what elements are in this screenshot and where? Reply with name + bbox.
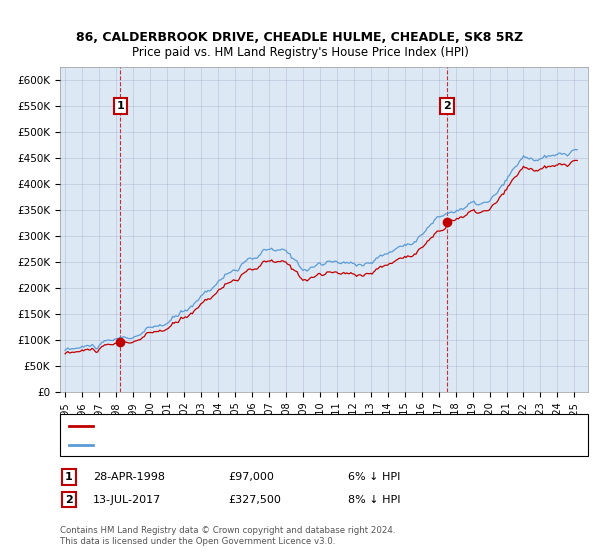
Text: 2: 2 xyxy=(65,494,73,505)
Text: 86, CALDERBROOK DRIVE, CHEADLE HULME, CHEADLE, SK8 5RZ: 86, CALDERBROOK DRIVE, CHEADLE HULME, CH… xyxy=(76,31,524,44)
Text: 1: 1 xyxy=(65,472,73,482)
Text: £327,500: £327,500 xyxy=(228,494,281,505)
Text: Price paid vs. HM Land Registry's House Price Index (HPI): Price paid vs. HM Land Registry's House … xyxy=(131,46,469,59)
Text: Contains HM Land Registry data © Crown copyright and database right 2024.
This d: Contains HM Land Registry data © Crown c… xyxy=(60,526,395,546)
Text: HPI: Average price, detached house, Stockport: HPI: Average price, detached house, Stoc… xyxy=(97,440,325,450)
Text: 1: 1 xyxy=(116,101,124,111)
Text: 2: 2 xyxy=(443,101,451,111)
Text: £97,000: £97,000 xyxy=(228,472,274,482)
Text: 13-JUL-2017: 13-JUL-2017 xyxy=(93,494,161,505)
Text: 28-APR-1998: 28-APR-1998 xyxy=(93,472,165,482)
Text: 6% ↓ HPI: 6% ↓ HPI xyxy=(348,472,400,482)
Text: 8% ↓ HPI: 8% ↓ HPI xyxy=(348,494,401,505)
Text: 86, CALDERBROOK DRIVE, CHEADLE HULME, CHEADLE, SK8 5RZ (detached house): 86, CALDERBROOK DRIVE, CHEADLE HULME, CH… xyxy=(97,421,503,431)
